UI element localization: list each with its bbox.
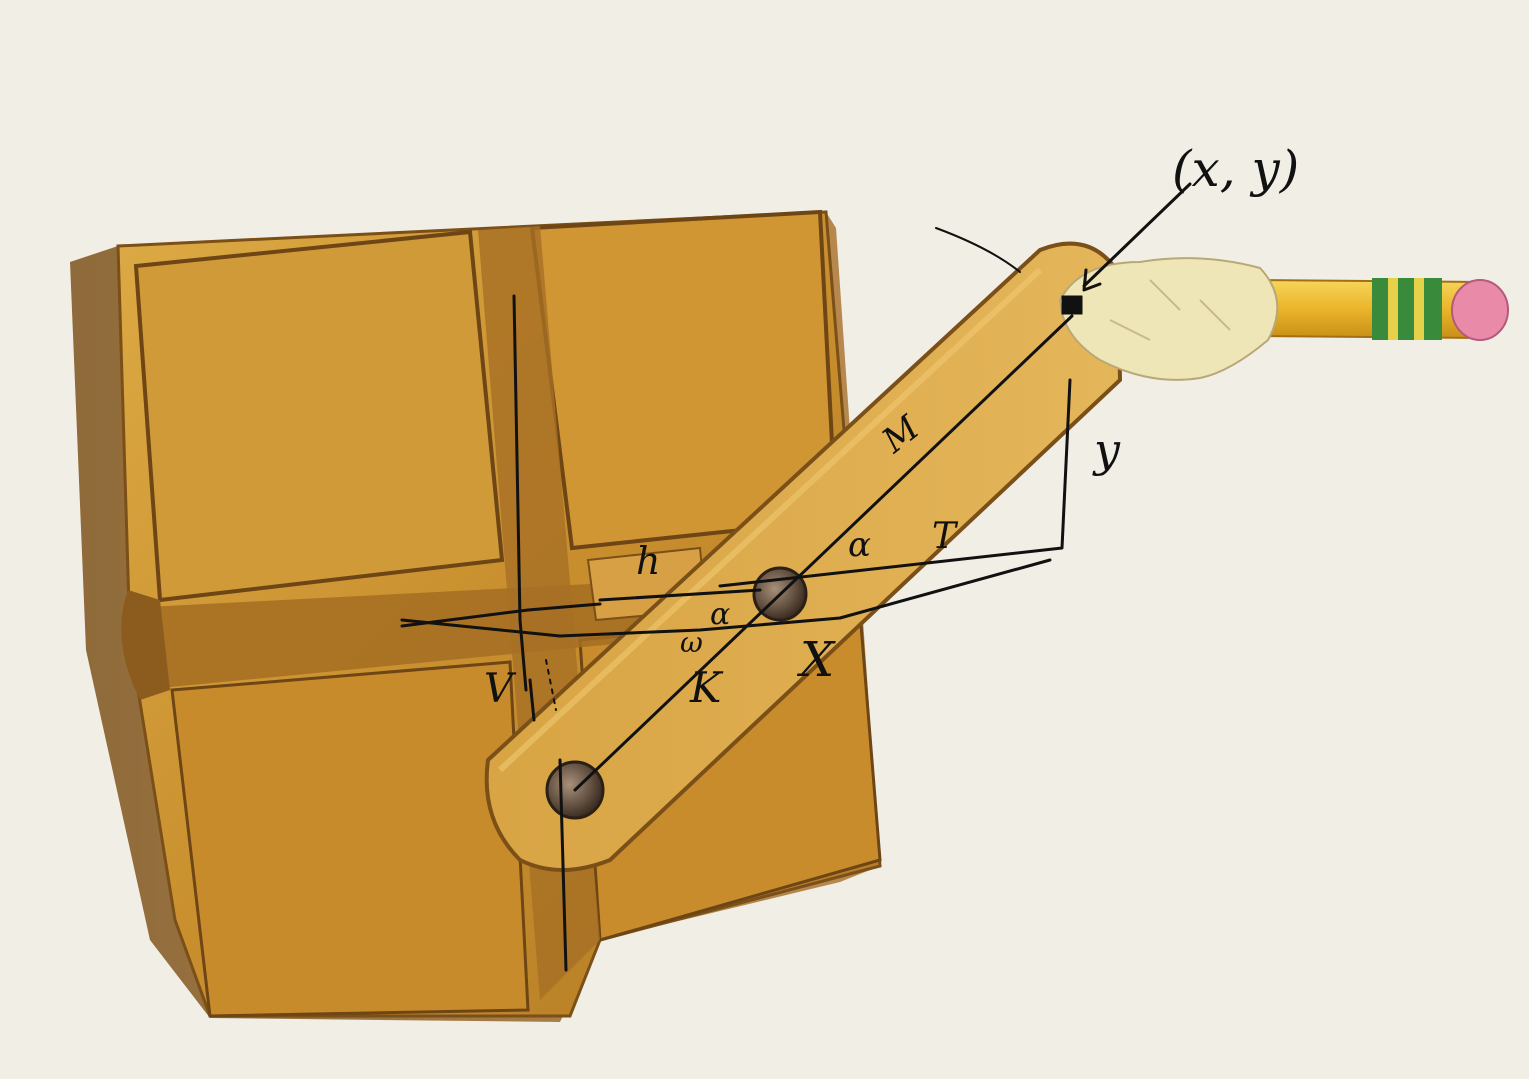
wooden-block [70, 209, 882, 1022]
label-k: K [689, 663, 724, 712]
eraser [1451, 279, 1509, 341]
pencil [1258, 278, 1510, 341]
label-v: V [484, 666, 517, 712]
label-w: ω [680, 626, 703, 659]
segment-t-line [718, 378, 1072, 588]
pivot-arm [484, 241, 1123, 872]
segment-t-label: T [932, 516, 959, 557]
block-quadrant-top-left [133, 229, 505, 603]
vertical-y-label: y [1092, 423, 1121, 477]
segment-h-label: h [636, 539, 660, 583]
horizontal-axis-line [400, 588, 762, 628]
point-label: (x, y) [1172, 140, 1299, 198]
ink-lines [400, 182, 1192, 972]
point-arrow [1082, 182, 1192, 292]
block-quadrant-bottom-left [170, 660, 530, 1018]
vertical-axis-line [512, 294, 568, 972]
masking-tape [1058, 257, 1279, 381]
angle-alpha-top-label: α [848, 525, 871, 565]
segment-m-line [573, 314, 1074, 792]
label-x: X [796, 632, 836, 688]
pencil-ferrule [1372, 278, 1442, 340]
angle-alpha-bottom-label: α [710, 597, 730, 632]
